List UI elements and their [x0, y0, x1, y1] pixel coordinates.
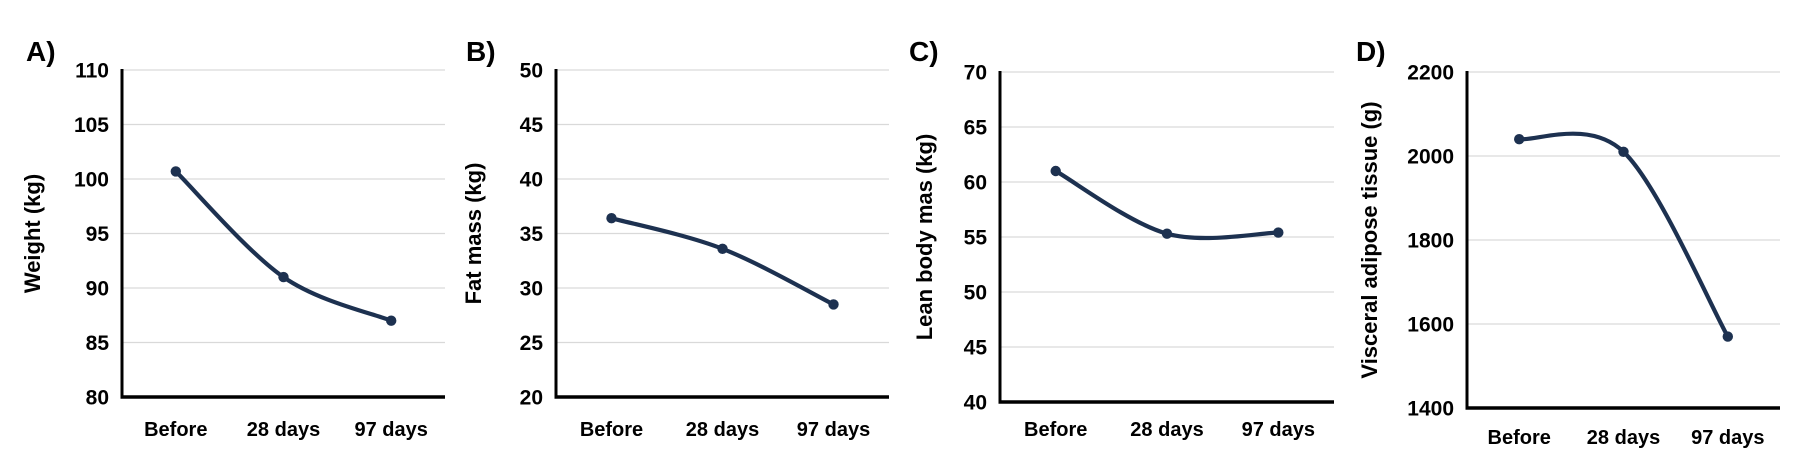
- x-axis-category-label: Before: [144, 419, 207, 441]
- data-point-marker: [1050, 165, 1061, 177]
- y-axis-tick-label: 1600: [1407, 314, 1454, 337]
- y-axis-tick-label: 35: [520, 223, 544, 246]
- data-series-line: [609, 216, 836, 307]
- data-point-marker: [1273, 227, 1284, 238]
- data-point-marker: [1722, 331, 1733, 342]
- x-axis-category-label: Before: [1488, 427, 1551, 449]
- y-axis-tick-label: 65: [964, 117, 988, 140]
- y-axis-tick-label: 55: [964, 227, 988, 250]
- y-axis-tick-label: 60: [964, 172, 987, 195]
- y-axis-tick-label: 110: [75, 60, 109, 83]
- data-point-marker: [170, 166, 181, 177]
- y-axis-title: Fat mass (kg): [461, 163, 486, 305]
- x-axis-category-label: 28 days: [1130, 419, 1203, 441]
- data-point-marker: [1161, 228, 1173, 239]
- y-axis-tick-label: 90: [86, 278, 109, 301]
- y-axis-tick-label: 45: [520, 114, 544, 137]
- y-axis-title: Lean body mas (kg): [912, 134, 937, 341]
- data-series-line: [1053, 168, 1281, 241]
- data-point-marker: [386, 315, 397, 326]
- y-axis-tick-label: 2200: [1407, 62, 1454, 85]
- x-axis-category-label: Before: [580, 419, 643, 441]
- panel-visceral-adipose-tissue: D) 1400 1600 1800 2000 2200 Visceral adipose …: [1353, 0, 1805, 474]
- y-axis-tick-label: 105: [74, 114, 109, 137]
- y-axis-tick-label: 20: [520, 387, 543, 410]
- data-series-line: [173, 169, 394, 323]
- y-axis-tick-label: 40: [964, 392, 987, 415]
- y-axis-tick-label: 40: [520, 169, 543, 192]
- x-axis-category-label: 97 days: [1691, 427, 1764, 449]
- panel-fat-mass: B) 20 25 30 35 40 45 50 Fat mass (kg) Before 28 d…: [451, 0, 902, 474]
- panel-weight: A) 80 85 90 95 100 105 110 Weight (kg) Before 28 …: [0, 0, 451, 474]
- panel-lean-body-mass: C) 40 45 50 55 60 65 70 Lean body mas (kg) Befor…: [902, 0, 1353, 474]
- panel-label-c: C): [909, 36, 939, 67]
- y-axis-tick-label: 70: [964, 62, 987, 85]
- x-axis-category-label: 97 days: [355, 419, 428, 441]
- lean-body-mass-line-chart: 40 45 50 55 60 65 70 Lean body mas (kg) Before 28…: [912, 62, 1334, 441]
- panel-label-d: D): [1356, 36, 1386, 67]
- y-axis-tick-label: 45: [964, 337, 988, 360]
- x-axis-category-label: 28 days: [247, 419, 320, 441]
- data-point-marker: [1618, 146, 1629, 157]
- panel-label-a: A): [26, 36, 56, 67]
- y-axis-tick-label: 85: [86, 332, 110, 355]
- y-axis-title: Weight (kg): [20, 174, 45, 293]
- y-axis-tick-label: 100: [74, 169, 109, 192]
- weight-line-chart: 80 85 90 95 100 105 110 Weight (kg) Before 28 day…: [20, 60, 445, 441]
- y-axis-tick-label: 1400: [1407, 398, 1454, 421]
- data-point-marker: [606, 213, 617, 224]
- fat-mass-line-chart: 20 25 30 35 40 45 50 Fat mass (kg) Before 28 days…: [461, 60, 889, 441]
- y-axis-tick-label: 50: [964, 282, 987, 305]
- y-axis-tick-label: 1800: [1407, 230, 1454, 253]
- y-axis-tick-label: 30: [520, 278, 543, 301]
- y-axis-tick-label: 50: [520, 60, 543, 83]
- y-axis-tick-label: 80: [86, 387, 109, 410]
- y-axis-tick-label: 95: [86, 223, 110, 246]
- x-axis-category-label: 28 days: [1587, 427, 1660, 449]
- x-axis-category-label: 97 days: [797, 419, 870, 441]
- panel-label-b: B): [466, 36, 496, 67]
- x-axis-category-label: Before: [1024, 419, 1087, 441]
- data-point-marker: [278, 271, 289, 283]
- data-point-marker: [717, 243, 728, 254]
- y-axis-title: Visceral adipose tissue (g): [1357, 101, 1382, 378]
- y-axis-tick-label: 2000: [1407, 146, 1454, 169]
- data-series-line: [1517, 131, 1730, 339]
- data-point-marker: [1514, 134, 1525, 145]
- x-axis-category-label: 97 days: [1242, 419, 1315, 441]
- y-axis-tick-label: 25: [520, 332, 544, 355]
- data-point-marker: [828, 299, 839, 310]
- visceral-adipose-tissue-line-chart: 1400 1600 1800 2000 2200 Visceral adipose tis…: [1357, 62, 1780, 449]
- x-axis-category-label: 28 days: [686, 419, 759, 441]
